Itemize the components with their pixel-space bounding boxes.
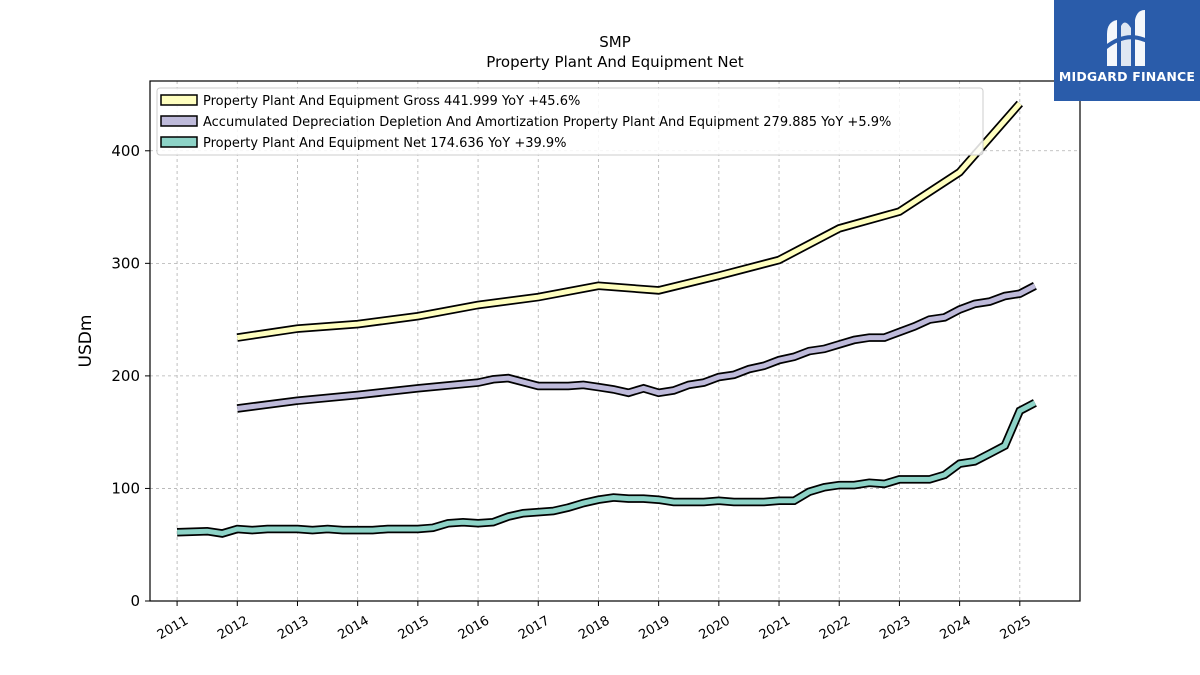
y-tick-label: 100 xyxy=(111,479,140,497)
series-line xyxy=(236,101,1022,341)
x-tick-label: 2021 xyxy=(757,613,793,643)
grid-lines xyxy=(150,81,1080,602)
x-tick-label: 2022 xyxy=(817,613,853,643)
x-tick-label: 2023 xyxy=(877,613,913,643)
brand-logo: MIDGARD FINANCE xyxy=(1054,0,1200,101)
legend: Property Plant And Equipment Gross 441.9… xyxy=(156,87,984,156)
x-tick-label: 2012 xyxy=(215,613,251,643)
plot-frame xyxy=(149,80,1081,602)
y-tick-label: 400 xyxy=(111,142,140,160)
series-lines xyxy=(176,100,1037,538)
x-tick-label: 2015 xyxy=(396,613,432,643)
brand-name: MIDGARD FINANCE xyxy=(1058,69,1196,84)
x-tick-label: 2024 xyxy=(937,613,973,643)
y-axis-label: USDm xyxy=(76,315,96,368)
x-tick-label: 2020 xyxy=(697,613,733,643)
logo-mark-icon xyxy=(1103,10,1150,66)
chart-title: SMP xyxy=(599,33,631,51)
x-tick-label: 2016 xyxy=(456,613,492,643)
x-tick-label: 2013 xyxy=(275,613,311,643)
legend-swatch xyxy=(160,115,198,127)
legend-label: Property Plant And Equipment Net 174.636… xyxy=(203,136,567,151)
y-tick-label: 0 xyxy=(130,592,140,610)
legend-swatch xyxy=(160,94,198,106)
x-tick-label: 2014 xyxy=(336,613,372,643)
legend-label: Property Plant And Equipment Gross 441.9… xyxy=(203,94,580,109)
legend-box xyxy=(156,87,984,156)
series-line xyxy=(177,400,1037,537)
legend-label: Accumulated Depreciation Depletion And A… xyxy=(203,115,891,130)
series-outline xyxy=(176,399,1037,538)
x-tick-label: 2025 xyxy=(998,613,1034,643)
x-tick-label: 2011 xyxy=(155,613,191,643)
legend-swatch xyxy=(160,136,198,148)
x-tick-label: 2018 xyxy=(576,613,612,643)
chart-subtitle: Property Plant And Equipment Net xyxy=(486,53,743,71)
y-tick-label: 300 xyxy=(111,254,140,272)
y-tick-label: 200 xyxy=(111,367,140,385)
series-line xyxy=(236,283,1037,411)
x-tick-label: 2017 xyxy=(516,613,552,643)
x-tick-label: 2019 xyxy=(636,613,672,643)
